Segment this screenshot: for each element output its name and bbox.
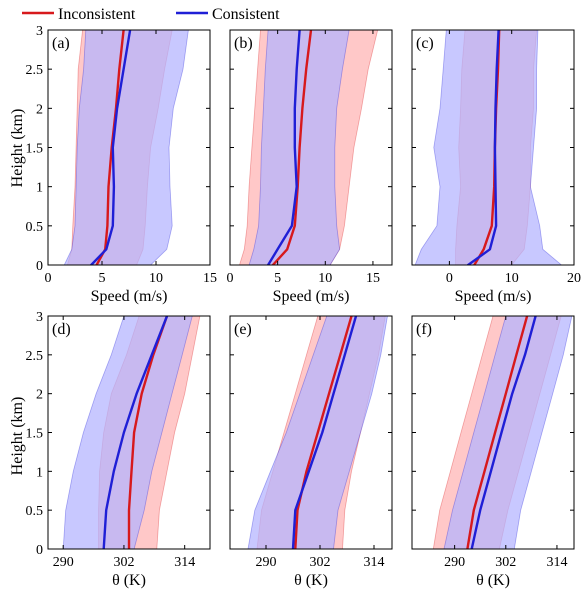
panel-a-line-consistent: [90, 30, 132, 265]
panel-a-xtick-label: 10: [149, 271, 163, 286]
panel-f-plot: [432, 316, 573, 549]
panel-d-ytick-label: 0.5: [26, 504, 44, 519]
panel-e-xtick-label: 302: [310, 555, 331, 570]
panel-a-ytick-label: 2: [36, 102, 43, 117]
panel-a-line-inconsistent: [95, 30, 125, 265]
panel-b-plot: [239, 30, 379, 265]
panel-d-ytick-label: 1.5: [26, 427, 44, 442]
panel-f: 290 302 314 θ (K) (f): [411, 315, 575, 589]
panel-f-xtick-label: 314: [546, 555, 567, 570]
panel-d-line-inconsistent: [127, 316, 169, 549]
panel-d-label: (d): [52, 321, 71, 338]
panel-d-xtick-label: 290: [53, 555, 74, 570]
panel-e-xtick-label: 314: [364, 555, 385, 570]
panel-b-line-inconsistent: [271, 30, 313, 265]
ylabel-bottom-row: Height (km): [9, 397, 26, 476]
panel-b-xtick-label: 0: [227, 271, 234, 286]
panel-b-xtick-label: 10: [318, 271, 332, 286]
panel-c-label: (c): [416, 35, 434, 52]
panel-f-line-consistent: [470, 316, 537, 549]
panel-c-xlabel: Speed (m/s): [455, 288, 532, 305]
panel-e-plot: [247, 316, 388, 549]
panel-c-band-consistent: [414, 30, 563, 265]
panel-d-plot: [62, 316, 201, 549]
panel-a-label: (a): [52, 35, 70, 52]
panel-e: 290 302 314 θ (K) (e): [229, 315, 393, 589]
panel-e-line-consistent: [291, 316, 358, 549]
panel-a-ytick-label: 0: [36, 259, 43, 274]
panel-a-ytick-label: 1.5: [26, 142, 44, 157]
panel-f-xlabel: θ (K): [476, 572, 510, 589]
panel-b-xtick-label: 5: [274, 271, 281, 286]
panel-e-xtick-label: 290: [256, 555, 277, 570]
panel-a-xtick-label: 5: [99, 271, 106, 286]
panel-a-ytick-label: 2.5: [26, 63, 44, 78]
panel-c: 0 10 20 Speed (m/s) (c): [411, 29, 581, 305]
panel-d-band-consistent: [62, 316, 193, 549]
legend: Inconsistent Consistent: [22, 6, 280, 23]
panel-a-ytick-label: 1: [36, 181, 43, 196]
panel-f-line-inconsistent: [466, 316, 529, 549]
panel-e-xlabel: θ (K): [294, 572, 328, 589]
panel-b: 0 5 10 15 Speed (m/s) (b): [227, 29, 393, 305]
panel-a-xlabel: Speed (m/s): [91, 288, 168, 305]
panel-d: 0 0.5 1 1.5 2 2.5 3 290 302 314 θ (K) (d): [26, 310, 211, 589]
panel-a-plot: [63, 30, 189, 265]
panel-a-xtick-label: 0: [45, 271, 52, 286]
panel-d-ytick-label: 2.5: [26, 349, 44, 364]
panel-b-line-consistent: [266, 30, 301, 265]
panel-a-xtick-label: 15: [203, 271, 217, 286]
panel-f-xtick-label: 290: [444, 555, 465, 570]
panel-d-ytick-label: 0: [36, 543, 43, 558]
panel-c-xtick-label: 20: [567, 271, 581, 286]
panel-e-label: (e): [234, 321, 252, 338]
panel-d-ytick-label: 3: [36, 310, 43, 325]
panel-f-xtick-label: 302: [495, 555, 516, 570]
panel-b-xlabel: Speed (m/s): [273, 288, 350, 305]
ylabel-top-row: Height (km): [9, 109, 26, 188]
panel-c-xtick-label: 0: [446, 271, 453, 286]
panel-d-xtick-label: 302: [113, 555, 134, 570]
panel-d-ytick-label: 2: [36, 388, 43, 403]
panel-f-label: (f): [416, 321, 432, 338]
panel-c-line-consistent: [466, 30, 500, 265]
panel-c-xtick-label: 10: [505, 271, 519, 286]
panel-a: 0 0.5 1 1.5 2 2.5 3 0 5 10 15 Speed (m/s) (a): [26, 24, 218, 305]
legend-label-inconsistent: Inconsistent: [58, 6, 136, 23]
panel-f-band-consistent: [443, 316, 573, 549]
panel-d-xlabel: θ (K): [112, 572, 146, 589]
panel-a-band-consistent: [63, 30, 189, 265]
panel-b-label: (b): [234, 35, 253, 52]
panel-d-xtick-label: 314: [174, 555, 195, 570]
panel-a-ytick-label: 0.5: [26, 220, 44, 235]
panel-a-ytick-label: 3: [36, 24, 43, 39]
panel-c-plot: [414, 30, 563, 265]
panel-b-xtick-label: 15: [366, 271, 380, 286]
panel-d-line-consistent: [102, 316, 169, 549]
legend-label-consistent: Consistent: [212, 6, 280, 23]
panel-e-line-inconsistent: [294, 316, 353, 549]
panel-d-ytick-label: 1: [36, 465, 43, 480]
